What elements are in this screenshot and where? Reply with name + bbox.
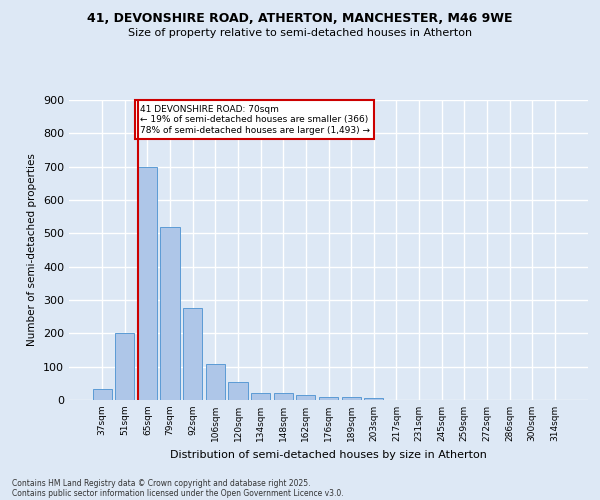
Bar [274,394,293,400]
X-axis label: Distribution of semi-detached houses by size in Atherton: Distribution of semi-detached houses by … [170,450,487,460]
Bar [115,334,134,400]
Text: Size of property relative to semi-detached houses in Atherton: Size of property relative to semi-detach… [128,28,472,38]
Bar [319,396,338,400]
Bar [296,396,316,400]
Bar [341,398,361,400]
Bar [92,389,112,400]
Bar [364,398,383,400]
Text: Contains public sector information licensed under the Open Government Licence v3: Contains public sector information licen… [12,488,344,498]
Bar [138,166,157,400]
Bar [206,364,225,400]
Bar [229,382,248,400]
Text: 41 DEVONSHIRE ROAD: 70sqm
← 19% of semi-detached houses are smaller (366)
78% of: 41 DEVONSHIRE ROAD: 70sqm ← 19% of semi-… [140,105,370,135]
Bar [251,392,270,400]
Y-axis label: Number of semi-detached properties: Number of semi-detached properties [28,154,37,346]
Text: Contains HM Land Registry data © Crown copyright and database right 2025.: Contains HM Land Registry data © Crown c… [12,478,311,488]
Bar [183,308,202,400]
Text: 41, DEVONSHIRE ROAD, ATHERTON, MANCHESTER, M46 9WE: 41, DEVONSHIRE ROAD, ATHERTON, MANCHESTE… [87,12,513,26]
Bar [160,228,180,400]
